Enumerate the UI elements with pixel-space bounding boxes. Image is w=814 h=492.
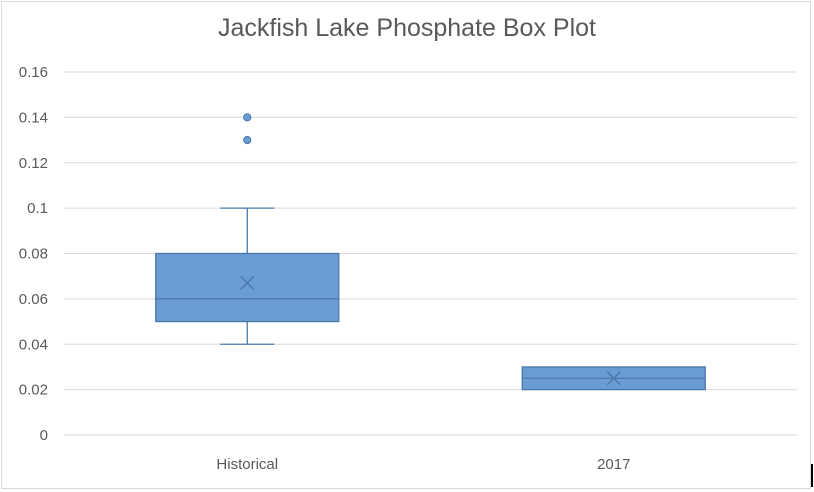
gridlines — [64, 71, 797, 436]
edge-mark — [811, 464, 813, 487]
box-historical — [155, 252, 340, 323]
y-tick-label: 0.1 — [27, 200, 48, 217]
y-tick-label: 0.06 — [19, 291, 48, 308]
y-tick-label: 0.02 — [19, 382, 48, 399]
y-tick-label: 0.12 — [19, 155, 48, 172]
x-category-label: 2017 — [597, 456, 630, 473]
outlier-point — [243, 135, 252, 145]
x-category-label: Historical — [216, 456, 278, 473]
x-axis-category-labels: Historical 2017 — [216, 456, 630, 473]
y-tick-label: 0.16 — [19, 64, 48, 81]
outlier-point — [243, 113, 252, 122]
y-axis-tick-labels: 0 0.02 0.04 0.06 0.08 0.1 0.12 0.14 0.16 — [19, 64, 48, 444]
y-tick-label: 0 — [40, 427, 48, 444]
mean-marker — [240, 275, 255, 290]
y-tick-label: 0.08 — [19, 246, 48, 263]
y-tick-label: 0.04 — [19, 336, 48, 353]
mean-marker — [606, 371, 621, 386]
box-series — [155, 113, 706, 391]
chart-title: Jackfish Lake Phosphate Box Plot — [217, 14, 596, 42]
y-tick-label: 0.14 — [19, 109, 48, 126]
